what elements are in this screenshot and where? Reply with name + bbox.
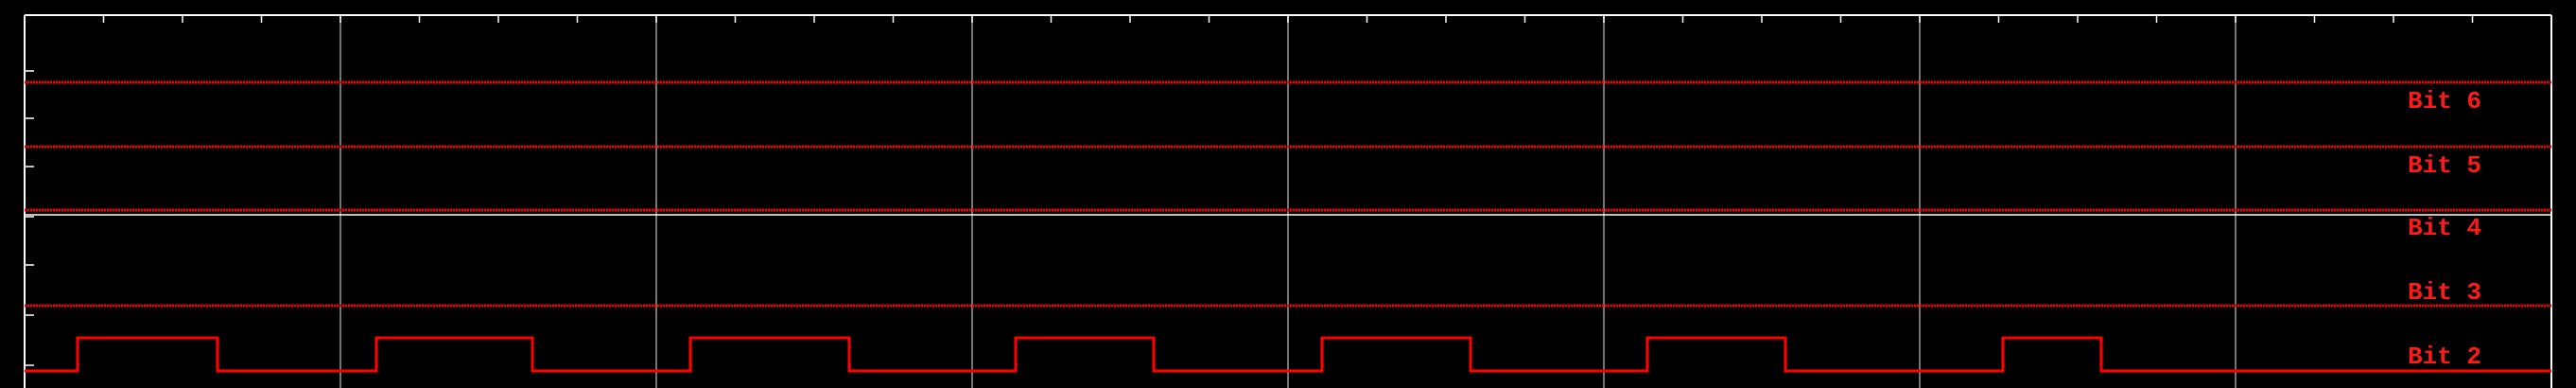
channel-label-bit2: Bit 2 (2408, 343, 2481, 371)
channel-label-bit4: Bit 4 (2408, 214, 2481, 242)
channel-label-bit3: Bit 3 (2408, 278, 2481, 307)
grid (24, 14, 2552, 388)
channel-label-bit6: Bit 6 (2408, 87, 2481, 115)
traces (25, 80, 2551, 373)
channel-labels: Bit 6 Bit 5 Bit 4 Bit 3 Bit 2 (2408, 87, 2481, 371)
trace-bit2 (25, 336, 2551, 373)
channel-label-bit5: Bit 5 (2408, 151, 2481, 180)
